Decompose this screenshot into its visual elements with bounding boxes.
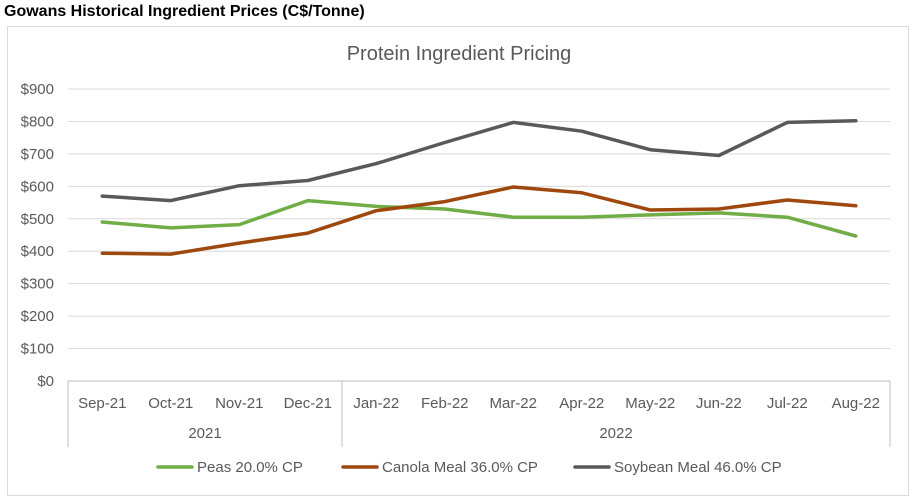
chart-title: Protein Ingredient Pricing [347, 43, 572, 65]
y-tick-label: $400 [21, 243, 54, 260]
x-tick-label: Aug-22 [832, 395, 880, 412]
series-line-1 [100, 198, 858, 238]
y-tick-label: $600 [21, 178, 54, 195]
sheet-heading: Gowans Historical Ingredient Prices (C$/… [4, 3, 365, 20]
x-tick-label: Nov-21 [215, 395, 263, 412]
legend-label: Peas 20.0% CP [197, 459, 303, 476]
y-tick-label: $300 [21, 276, 54, 293]
x-tick-label: Apr-22 [559, 395, 604, 412]
line-chart: Protein Ingredient Pricing $0 $100 $200 $300… [21, 43, 891, 476]
y-tick-label: $800 [21, 113, 54, 130]
series-line-2 [100, 185, 858, 256]
y-tick-label: $100 [21, 341, 54, 358]
x-tick-label: Jul-22 [767, 395, 808, 412]
x-group-label: 2022 [599, 425, 632, 442]
legend-label: Canola Meal 36.0% CP [382, 459, 538, 476]
chart-area[interactable]: Protein Ingredient Pricing $0 $100 $200 $300… [7, 26, 909, 496]
y-tick-label: $700 [21, 146, 54, 163]
x-tick-label: Dec-21 [284, 395, 332, 412]
x-tick-label: Sep-21 [78, 395, 126, 412]
legend-label: Soybean Meal 46.0% CP [614, 459, 782, 476]
x-tick-label: Jun-22 [696, 395, 742, 412]
y-tick-label: $0 [37, 373, 54, 390]
y-tick-label: $500 [21, 211, 54, 228]
x-tick-label: Mar-22 [489, 395, 537, 412]
series-line-3 [100, 119, 858, 203]
x-tick-label: Feb-22 [421, 395, 469, 412]
x-tick-label: May-22 [625, 395, 675, 412]
y-tick-label: $200 [21, 308, 54, 325]
x-tick-label: Oct-21 [148, 395, 193, 412]
y-tick-label: $900 [21, 81, 54, 98]
x-tick-label: Jan-22 [353, 395, 399, 412]
x-group-label: 2021 [188, 425, 221, 442]
